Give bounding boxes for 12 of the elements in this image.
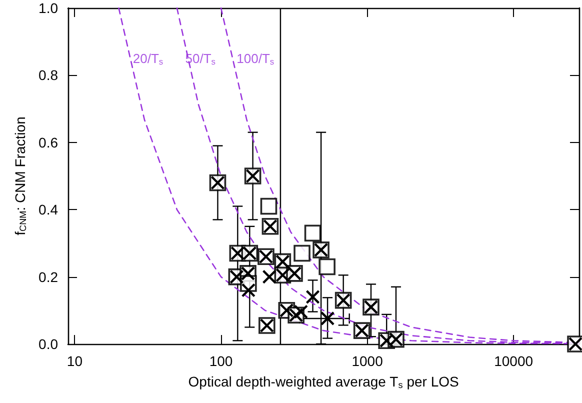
x-axis-title: Optical depth-weighted average Ts per LOS bbox=[188, 374, 459, 390]
y-tick-label: 0.6 bbox=[38, 134, 58, 150]
x-tick-label: 1000 bbox=[352, 353, 384, 369]
x-tick-label: 10000 bbox=[494, 353, 534, 369]
x-tick-label: 10 bbox=[66, 353, 83, 369]
y-tick-label: 1.0 bbox=[38, 0, 58, 16]
y-axis-title: fCNM: CNM Fraction bbox=[12, 116, 28, 236]
y-tick-label: 0.4 bbox=[38, 202, 58, 218]
y-tick-label: 0.8 bbox=[38, 67, 58, 84]
y-tick-label: 0.2 bbox=[38, 268, 58, 285]
x-tick-label: 100 bbox=[209, 353, 233, 369]
y-tick-label: 0.0 bbox=[38, 336, 58, 352]
